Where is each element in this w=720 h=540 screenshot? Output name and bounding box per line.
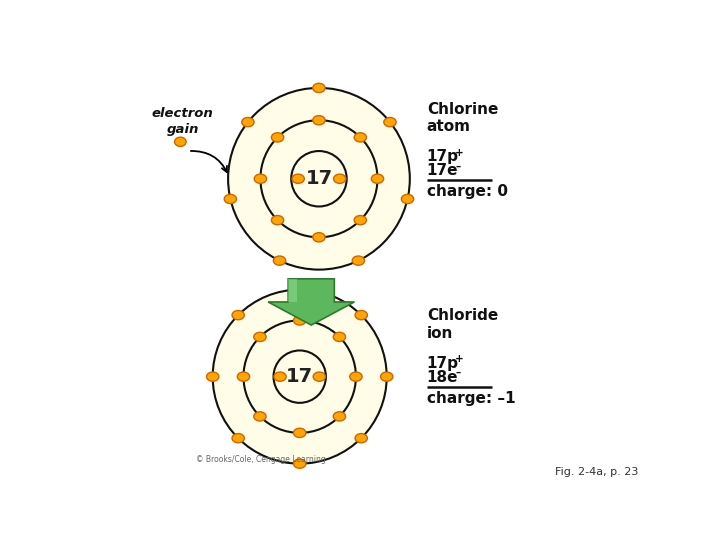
Circle shape	[274, 350, 326, 403]
Ellipse shape	[294, 459, 306, 468]
Text: 17p: 17p	[427, 150, 459, 165]
Text: 17e: 17e	[427, 164, 458, 178]
Polygon shape	[268, 279, 354, 325]
Ellipse shape	[254, 174, 266, 184]
Ellipse shape	[313, 372, 325, 381]
Ellipse shape	[232, 434, 244, 443]
Ellipse shape	[294, 428, 306, 437]
Ellipse shape	[355, 434, 367, 443]
Text: Chlorine
atom: Chlorine atom	[427, 102, 498, 134]
Ellipse shape	[352, 256, 364, 265]
Ellipse shape	[232, 310, 244, 320]
Circle shape	[261, 120, 377, 237]
Ellipse shape	[242, 118, 254, 127]
Ellipse shape	[350, 372, 362, 381]
Ellipse shape	[207, 372, 219, 381]
Ellipse shape	[381, 372, 393, 381]
Ellipse shape	[384, 118, 396, 127]
Text: +: +	[455, 354, 464, 364]
Text: © Brooks/Cole, Cengage Learning: © Brooks/Cole, Cengage Learning	[196, 455, 325, 464]
Ellipse shape	[174, 137, 186, 146]
Text: Fig. 2-4a, p. 23: Fig. 2-4a, p. 23	[555, 467, 639, 477]
Ellipse shape	[354, 215, 366, 225]
Ellipse shape	[372, 174, 384, 184]
Ellipse shape	[333, 332, 346, 341]
Ellipse shape	[401, 194, 414, 204]
Ellipse shape	[224, 194, 237, 204]
Text: 17: 17	[286, 367, 313, 386]
Ellipse shape	[312, 83, 325, 92]
Text: charge: –1: charge: –1	[427, 390, 516, 406]
Ellipse shape	[333, 174, 346, 184]
Text: charge: 0: charge: 0	[427, 184, 508, 199]
Ellipse shape	[271, 215, 284, 225]
Text: –: –	[455, 162, 460, 172]
Ellipse shape	[238, 372, 250, 381]
Ellipse shape	[292, 174, 305, 184]
Text: +: +	[455, 148, 464, 158]
Ellipse shape	[271, 133, 284, 142]
Ellipse shape	[333, 412, 346, 421]
Text: –: –	[455, 368, 460, 378]
Ellipse shape	[354, 133, 366, 142]
Ellipse shape	[312, 233, 325, 242]
Text: Chloride
ion: Chloride ion	[427, 308, 498, 341]
Polygon shape	[288, 279, 297, 302]
Text: electron
gain: electron gain	[152, 107, 214, 136]
Ellipse shape	[312, 116, 325, 125]
Ellipse shape	[274, 372, 287, 381]
Circle shape	[212, 289, 387, 464]
Ellipse shape	[294, 285, 306, 294]
Ellipse shape	[294, 316, 306, 325]
Circle shape	[228, 88, 410, 269]
Text: 18e: 18e	[427, 370, 458, 384]
Circle shape	[291, 151, 346, 206]
Text: 17: 17	[305, 169, 333, 188]
Ellipse shape	[274, 256, 286, 265]
Circle shape	[243, 320, 356, 433]
Ellipse shape	[253, 412, 266, 421]
Ellipse shape	[253, 332, 266, 341]
Ellipse shape	[355, 310, 367, 320]
Text: 17p: 17p	[427, 356, 459, 371]
